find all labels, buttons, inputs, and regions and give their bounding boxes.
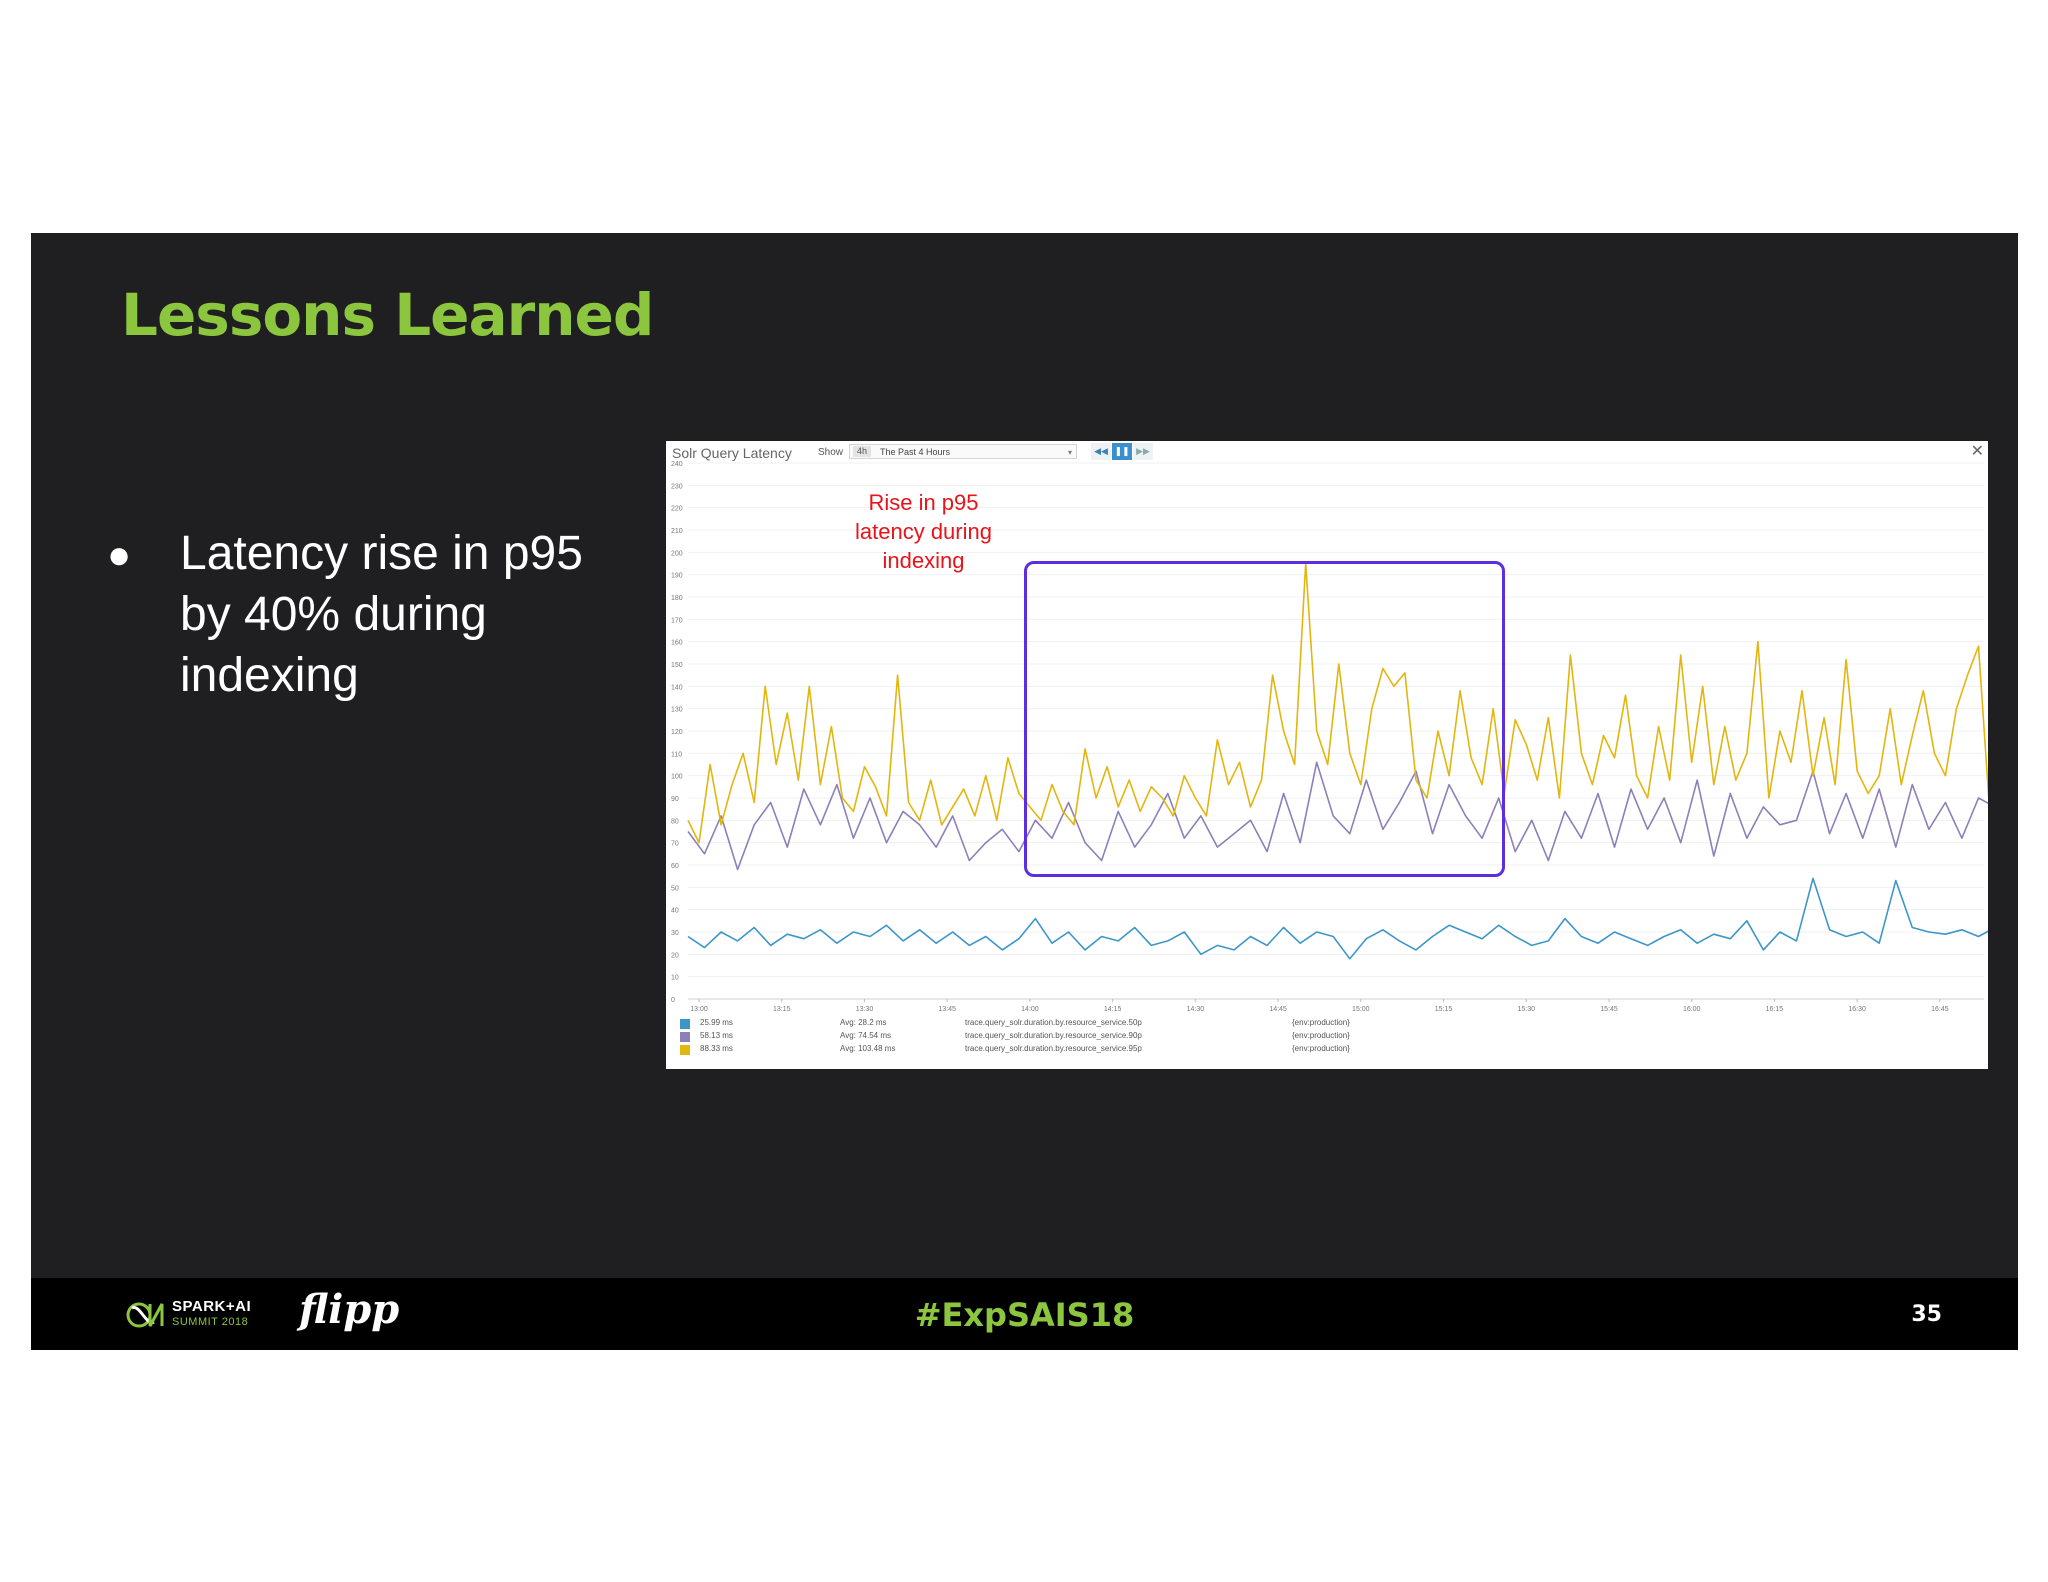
x-tick-label: 14:30: [1187, 1006, 1205, 1013]
y-tick-label: 70: [671, 841, 679, 848]
x-tick-label: 15:45: [1600, 1006, 1618, 1013]
y-tick-label: 130: [671, 707, 683, 714]
series-line-p50: [687, 877, 1988, 960]
x-tick-label: 14:45: [1269, 1006, 1287, 1013]
x-tick-label: 13:00: [690, 1006, 708, 1013]
legend-metric: trace.query_solr.duration.by.resource_se…: [965, 1044, 1142, 1053]
page-number: 35: [1911, 1302, 1942, 1327]
bullet-dot: ●: [107, 533, 132, 577]
y-tick-label: 210: [671, 528, 683, 535]
close-icon[interactable]: ✕: [1970, 443, 1984, 460]
panel-title: Solr Query Latency: [672, 445, 792, 461]
y-tick-label: 110: [671, 751, 682, 758]
hashtag: #ExpSAIS18: [914, 1296, 1135, 1334]
y-tick-label: 230: [671, 483, 683, 490]
bullet-text: Latency rise in p95 by 40% during indexi…: [180, 527, 583, 702]
x-tick-label: 16:00: [1683, 1006, 1701, 1013]
y-tick-label: 60: [671, 863, 679, 870]
legend-swatch: [680, 1019, 690, 1029]
legend-value: 88.33 ms: [700, 1044, 733, 1053]
x-tick-label: 13:30: [856, 1006, 874, 1013]
x-tick-label: 16:30: [1848, 1006, 1866, 1013]
y-tick-label: 80: [671, 818, 679, 825]
legend-tag: {env:production}: [1292, 1018, 1350, 1027]
flipp-logo: flipp: [299, 1286, 400, 1333]
legend-value: 25.99 ms: [700, 1018, 733, 1027]
y-tick-label: 10: [671, 975, 679, 982]
spark-ai-logo-icon: [126, 1302, 164, 1328]
y-tick-label: 120: [671, 729, 683, 736]
y-tick-label: 0: [671, 997, 675, 1004]
y-tick-label: 140: [671, 684, 683, 691]
legend-metric: trace.query_solr.duration.by.resource_se…: [965, 1031, 1142, 1040]
chart-svg: 0 10 20 30 40 50 60 70 80 90 100 110 120 130 140 150 160…: [671, 461, 1988, 1013]
legend-tag: {env:production}: [1292, 1044, 1350, 1053]
y-tick-label: 90: [671, 796, 679, 803]
legend-metric: trace.query_solr.duration.by.resource_se…: [965, 1018, 1142, 1027]
y-tick-label: 50: [671, 885, 679, 892]
range-text: The Past 4 Hours: [880, 447, 951, 457]
chart-panel: 0 10 20 30 40 50 60 70 80 90 100 110 120 130 140 150 160…: [666, 441, 1988, 1069]
pause-icon[interactable]: ❚❚: [1112, 443, 1132, 460]
x-tick-label: 16:45: [1931, 1006, 1949, 1013]
x-tick-label: 13:45: [938, 1006, 956, 1013]
x-tick-label: 14:00: [1021, 1006, 1039, 1013]
caret-down-icon: ▾: [1067, 448, 1072, 457]
y-tick-label: 200: [671, 550, 683, 557]
y-tick-label: 150: [671, 662, 683, 669]
y-tick-label: 160: [671, 640, 683, 647]
x-tick-label: 15:15: [1435, 1006, 1453, 1013]
y-tick-label: 240: [671, 461, 683, 468]
legend-swatch: [680, 1045, 690, 1055]
show-label: Show: [818, 447, 844, 458]
x-tick-label: 15:30: [1517, 1006, 1535, 1013]
y-tick-label: 170: [671, 617, 683, 624]
brand-subtitle: SUMMIT 2018: [172, 1316, 249, 1328]
legend-avg: Avg: 74.54 ms: [840, 1031, 891, 1040]
legend-avg: Avg: 103.48 ms: [840, 1044, 896, 1053]
time-range-select[interactable]: 4h The Past 4 Hours ▾: [849, 444, 1077, 459]
footer: SPARK+AI SUMMIT 2018 flipp #ExpSAIS18 35: [31, 1278, 2018, 1350]
fast-forward-icon[interactable]: ▶▶: [1133, 443, 1153, 460]
y-tick-label: 30: [671, 930, 679, 937]
x-tick-label: 15:00: [1352, 1006, 1370, 1013]
series-line-p95: [687, 562, 1988, 844]
brand-name: SPARK+AI: [172, 1298, 252, 1315]
x-tick-label: 13:15: [773, 1006, 791, 1013]
y-tick-label: 190: [671, 573, 683, 580]
legend-avg: Avg: 28.2 ms: [840, 1018, 887, 1027]
y-tick-label: 100: [671, 774, 683, 781]
x-tick-label: 16:15: [1766, 1006, 1784, 1013]
legend-swatch: [680, 1032, 690, 1042]
rewind-icon[interactable]: ◀◀: [1091, 443, 1111, 460]
range-chip: 4h: [853, 446, 872, 457]
x-tick-label: 14:15: [1104, 1006, 1122, 1013]
y-tick-label: 20: [671, 952, 679, 959]
indexing-highlight-box: [1023, 561, 1505, 877]
slide-title: Lessons Learned: [121, 281, 654, 349]
y-tick-label: 220: [671, 506, 683, 513]
y-tick-label: 40: [671, 908, 679, 915]
annotation-callout: Rise in p95 latency during indexing: [855, 490, 992, 573]
series-line-p90: [687, 761, 1988, 871]
legend-value: 58.13 ms: [700, 1031, 733, 1040]
slide: Lessons Learned ● Latency rise in p95 by…: [31, 233, 2018, 1350]
legend-tag: {env:production}: [1292, 1031, 1350, 1040]
y-tick-label: 180: [671, 595, 683, 602]
